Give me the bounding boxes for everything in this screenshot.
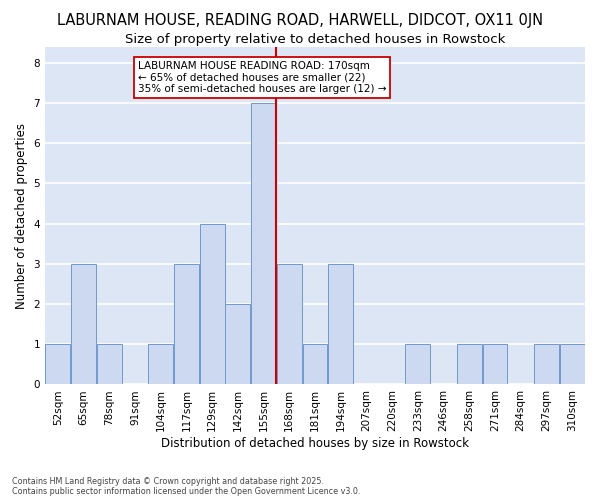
Bar [302,344,328,385]
Bar [534,344,559,385]
Bar [560,344,584,385]
Bar [328,264,353,384]
Bar [406,344,430,385]
Text: LABURNAM HOUSE, READING ROAD, HARWELL, DIDCOT, OX11 0JN: LABURNAM HOUSE, READING ROAD, HARWELL, D… [57,12,543,28]
Bar [148,344,173,385]
Bar [71,264,96,384]
Bar [46,344,70,385]
Bar [226,304,250,384]
Title: Size of property relative to detached houses in Rowstock: Size of property relative to detached ho… [125,32,505,46]
Y-axis label: Number of detached properties: Number of detached properties [15,122,28,308]
Bar [97,344,122,385]
Bar [482,344,508,385]
Bar [174,264,199,384]
Text: LABURNAM HOUSE READING ROAD: 170sqm
← 65% of detached houses are smaller (22)
35: LABURNAM HOUSE READING ROAD: 170sqm ← 65… [137,60,386,94]
Bar [251,103,276,384]
Bar [457,344,482,385]
Bar [277,264,302,384]
X-axis label: Distribution of detached houses by size in Rowstock: Distribution of detached houses by size … [161,437,469,450]
Bar [200,224,224,384]
Text: Contains HM Land Registry data © Crown copyright and database right 2025.
Contai: Contains HM Land Registry data © Crown c… [12,476,361,496]
